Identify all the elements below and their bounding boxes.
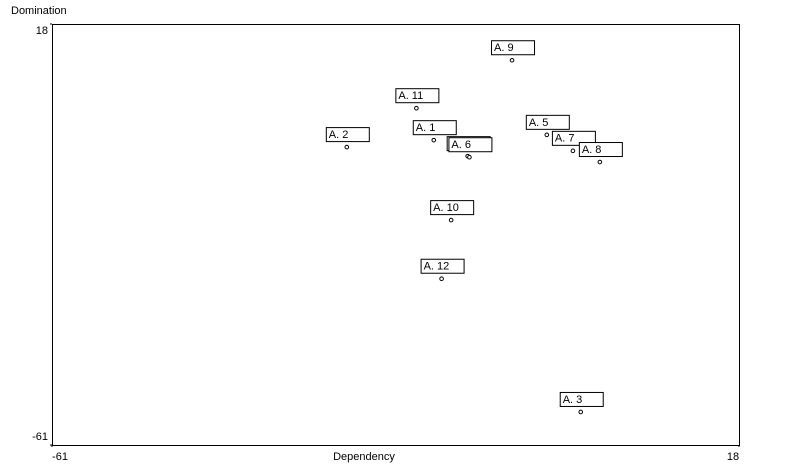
point-label-box — [325, 127, 370, 143]
point — [448, 217, 454, 223]
point — [414, 105, 419, 111]
point-label-box — [412, 120, 457, 136]
point-label: A. 11 — [398, 90, 423, 102]
point-label: A. 1 — [416, 122, 436, 134]
point — [570, 148, 576, 154]
point — [344, 144, 350, 150]
point — [544, 132, 550, 138]
point-label: A. 2 — [329, 129, 349, 141]
x-axis-label: Dependency — [333, 451, 395, 463]
point-label-box — [551, 130, 596, 146]
point — [578, 409, 584, 415]
point-label: A. 5 — [529, 117, 549, 129]
point — [431, 137, 437, 143]
point-label: A. 8 — [582, 144, 602, 156]
point-label: A. 3 — [563, 394, 583, 406]
point-label-box — [559, 391, 604, 407]
point — [509, 57, 515, 63]
y-tick-label: 18 — [36, 25, 48, 37]
point — [439, 276, 444, 282]
point-label: A. 10 — [433, 202, 459, 214]
y-axis-label: Domination — [11, 5, 67, 17]
point-label: A. 7 — [555, 133, 575, 145]
point-label: A. 9 — [494, 42, 514, 54]
point-label-box — [420, 258, 465, 274]
point-label: A. 6 — [451, 139, 471, 151]
point-label: A. 12 — [424, 261, 450, 273]
point-label-box — [448, 137, 493, 153]
point — [597, 159, 603, 165]
point-label-box — [491, 40, 536, 56]
point-label-box — [525, 114, 570, 130]
x-tick-label: -61 — [52, 451, 68, 463]
point-label-box — [578, 142, 623, 158]
point — [467, 154, 472, 160]
plot-frame — [52, 24, 740, 446]
x-tick-label: 18 — [727, 451, 739, 463]
y-tick-label: -61 — [32, 431, 48, 443]
point-label-box — [395, 88, 440, 104]
point-label-box — [430, 200, 475, 216]
